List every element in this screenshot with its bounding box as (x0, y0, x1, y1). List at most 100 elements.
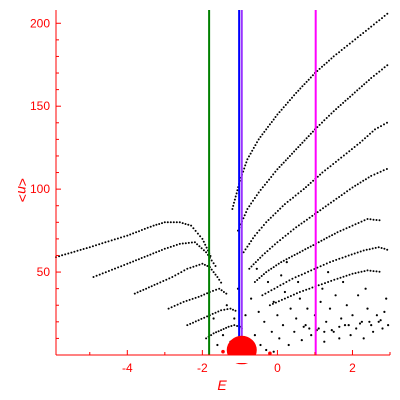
curve-8-point (377, 126, 379, 129)
curve-1-point (169, 245, 172, 248)
scatter-point (272, 350, 275, 353)
curve-6-point (356, 36, 359, 39)
curve-11-point (332, 260, 335, 262)
curve-6-point (311, 74, 314, 77)
curve-1-point (152, 252, 155, 255)
curve-10-point (369, 218, 372, 221)
curve-9-point (289, 230, 292, 233)
curve-8-point (267, 219, 270, 221)
curve-0-point (175, 221, 178, 224)
curve-0-point (113, 238, 116, 241)
scatter-point (317, 327, 320, 330)
curve-12-point (354, 272, 357, 275)
scatter-point (270, 330, 273, 333)
curve-1-point (120, 265, 123, 268)
curve-12-point (274, 301, 277, 304)
curve-1-point (137, 258, 140, 261)
curve-8-point (274, 212, 277, 215)
curve-0-point (172, 221, 175, 224)
curve-6-point (280, 108, 283, 111)
scatter-point (325, 320, 328, 323)
curve-1-point (98, 273, 101, 276)
curve-6-point (383, 14, 386, 17)
curve-6-point (256, 141, 258, 144)
curve-0-point (204, 243, 207, 246)
curve-9-point (335, 197, 338, 200)
scatter-point (308, 327, 311, 330)
curve-9-point (281, 236, 284, 239)
curve-11-point (377, 246, 380, 249)
curve-8-point (366, 135, 369, 138)
curve-11-point (329, 261, 331, 264)
curve-8-point (345, 152, 348, 155)
curve-9-point (276, 241, 279, 244)
curve-11-point (350, 253, 353, 256)
curve-12-point (305, 288, 308, 291)
curve-2-point (150, 285, 153, 288)
curve-9-point (327, 203, 330, 206)
curve-12-point (280, 298, 283, 301)
curve-9-point (252, 263, 255, 266)
curve-8-point (260, 226, 263, 229)
curve-0-point (196, 232, 199, 235)
curve-1-point (212, 262, 215, 265)
curve-7-point (295, 148, 298, 151)
curve-0-point (101, 242, 104, 245)
curve-12-point (363, 270, 366, 273)
axes: -4 -2 0 2 50 100 150 200 (30, 10, 391, 375)
curve-0-point (110, 239, 113, 242)
curve-8-point (383, 123, 385, 126)
curve-3-point (194, 296, 197, 299)
curve-4-point (194, 320, 197, 323)
curve-7-point (344, 99, 347, 102)
curve-0-point (190, 224, 193, 227)
curve-1-point (190, 241, 193, 244)
curve-11-point (362, 249, 365, 252)
curve-12-point (317, 284, 320, 287)
curve-2-point (145, 287, 148, 290)
curve-7-point (248, 205, 251, 208)
curve-8-point (316, 175, 319, 178)
curve-6-point (246, 158, 249, 161)
curve-6-point (251, 149, 254, 152)
curve-10-point (256, 279, 259, 281)
curve-1-point (111, 268, 113, 271)
curve-7-point (381, 68, 383, 71)
curve-8-point (386, 121, 388, 124)
curve-6-point (245, 161, 248, 164)
curve-7-point (309, 132, 312, 135)
curve-7-point (288, 155, 291, 157)
curve-11-point (264, 292, 267, 295)
curve-6-point (338, 51, 341, 54)
curve-6-point (267, 125, 269, 128)
curve-1-point (155, 251, 158, 254)
curve-7-point (301, 141, 304, 144)
curve-10-point (298, 251, 301, 254)
scatter-point (381, 327, 384, 330)
curve-3-point (212, 289, 214, 292)
curve-11-point (359, 250, 362, 253)
scatter-point (259, 343, 262, 347)
curve-7-point (316, 126, 319, 129)
curve-0-point (79, 248, 82, 251)
x-tick-label: -2 (197, 361, 208, 375)
curve-11-point (273, 287, 276, 290)
curve-9-point (287, 232, 290, 235)
curve-8-point (350, 148, 353, 151)
curve-9-point (297, 224, 300, 227)
curve-7-point (274, 170, 277, 173)
curve-7-point (325, 117, 328, 119)
curve-8-point (369, 132, 371, 135)
scatter-point (347, 324, 350, 327)
curve-8-point (286, 200, 289, 203)
x-tick-label: -4 (122, 361, 133, 375)
curve-12-point (311, 286, 314, 289)
curve-1-point (187, 241, 190, 244)
curve-8-point (342, 154, 345, 157)
scatter-point (283, 290, 286, 294)
curve-8-point (265, 221, 268, 224)
curve-12-point (302, 289, 305, 292)
curve-7-point (383, 66, 386, 69)
curve-0-point (184, 223, 187, 225)
scatter-point (295, 317, 298, 320)
